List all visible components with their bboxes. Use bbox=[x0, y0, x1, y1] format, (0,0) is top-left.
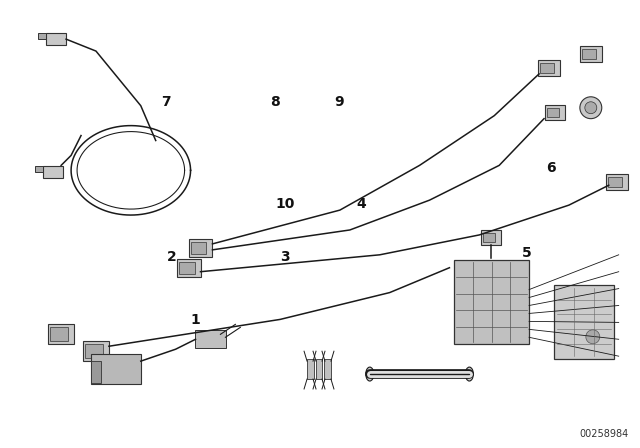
Text: 10: 10 bbox=[275, 197, 294, 211]
Bar bbox=[554, 284, 614, 359]
Bar bbox=[538, 60, 560, 76]
Bar bbox=[316, 359, 323, 379]
Text: 4: 4 bbox=[356, 197, 366, 211]
Text: 2: 2 bbox=[167, 250, 177, 264]
Bar bbox=[44, 166, 63, 178]
Bar bbox=[324, 359, 332, 379]
Bar bbox=[454, 260, 529, 344]
Ellipse shape bbox=[366, 367, 374, 381]
Circle shape bbox=[586, 330, 600, 344]
Bar bbox=[85, 344, 103, 358]
Bar bbox=[547, 108, 559, 117]
Bar bbox=[189, 239, 212, 257]
Text: 5: 5 bbox=[522, 246, 532, 260]
Bar bbox=[580, 46, 602, 62]
Text: 8: 8 bbox=[271, 95, 280, 108]
Text: 1: 1 bbox=[191, 313, 200, 327]
Text: 9: 9 bbox=[334, 95, 344, 108]
Bar bbox=[46, 33, 66, 45]
Bar bbox=[50, 327, 68, 341]
Text: 6: 6 bbox=[546, 161, 556, 175]
Bar bbox=[179, 262, 195, 274]
Bar bbox=[540, 63, 554, 73]
Text: 3: 3 bbox=[280, 250, 290, 264]
Bar bbox=[35, 166, 44, 172]
Ellipse shape bbox=[465, 367, 474, 381]
Circle shape bbox=[585, 102, 596, 114]
Bar bbox=[481, 230, 501, 246]
Circle shape bbox=[580, 97, 602, 119]
Bar bbox=[48, 324, 74, 344]
Text: 7: 7 bbox=[161, 95, 171, 108]
Bar bbox=[191, 242, 207, 254]
Bar bbox=[91, 361, 101, 383]
Text: 00258984: 00258984 bbox=[579, 429, 628, 439]
Bar bbox=[307, 359, 314, 379]
Bar bbox=[195, 330, 227, 348]
Bar bbox=[83, 341, 109, 361]
Bar bbox=[545, 105, 565, 120]
Bar bbox=[177, 259, 200, 277]
Bar bbox=[91, 354, 141, 384]
Bar bbox=[605, 174, 628, 190]
Bar bbox=[38, 33, 46, 39]
Bar bbox=[483, 233, 495, 242]
Bar bbox=[582, 49, 596, 59]
Bar bbox=[608, 177, 621, 187]
